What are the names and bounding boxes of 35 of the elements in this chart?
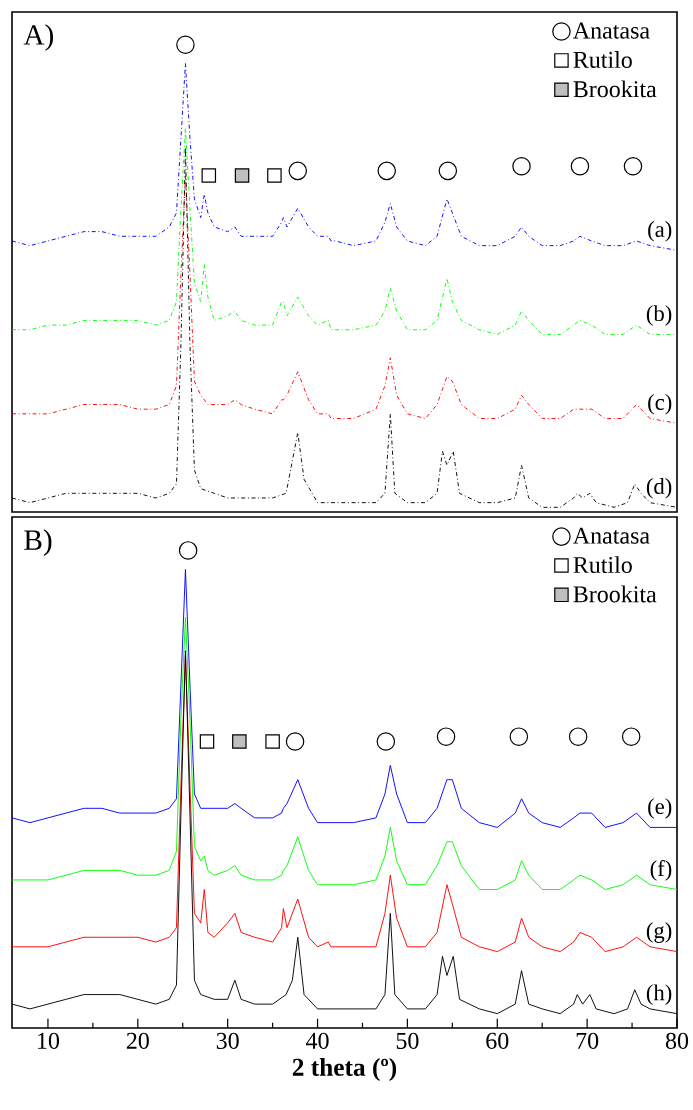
annotation: B) — [24, 529, 52, 556]
series-label: (c) — [648, 393, 672, 415]
legend-label: Rutilo — [573, 51, 632, 68]
x-tick-label: 70 — [576, 1032, 599, 1049]
point — [623, 156, 643, 176]
series-label: (g) — [646, 922, 672, 943]
point — [288, 161, 308, 181]
point — [176, 35, 195, 54]
x-tick-label: 40 — [306, 1032, 329, 1049]
x-tick-label: 80 — [665, 1032, 689, 1049]
series-label: (e) — [648, 798, 672, 819]
legend-label: Rutilo — [573, 556, 632, 574]
series-label: (f) — [650, 860, 672, 881]
point — [512, 156, 531, 176]
x-axis-title: 2 theta (º) — [292, 1058, 397, 1082]
x-tick-label: 30 — [216, 1032, 239, 1049]
annotation: A) — [23, 24, 54, 51]
point — [570, 156, 590, 176]
point — [438, 161, 458, 181]
legend-label: Anatasa — [573, 527, 650, 544]
legend-label: Anatasa — [573, 22, 650, 39]
series-label: (a) — [648, 221, 672, 242]
point — [234, 168, 250, 183]
x-tick-label: 60 — [486, 1032, 509, 1049]
legend-label: Brookita — [573, 585, 657, 603]
x-tick-label: 20 — [126, 1032, 149, 1049]
legend-label: Brookita — [573, 80, 657, 98]
point — [201, 168, 217, 183]
series-label: (d) — [646, 478, 672, 499]
point — [267, 168, 282, 183]
x-tick-label: 10 — [38, 1032, 60, 1049]
x-tick-label: 50 — [396, 1032, 419, 1049]
series-label: (b) — [646, 305, 672, 326]
series-label: (h) — [646, 984, 672, 1005]
point — [377, 161, 396, 181]
